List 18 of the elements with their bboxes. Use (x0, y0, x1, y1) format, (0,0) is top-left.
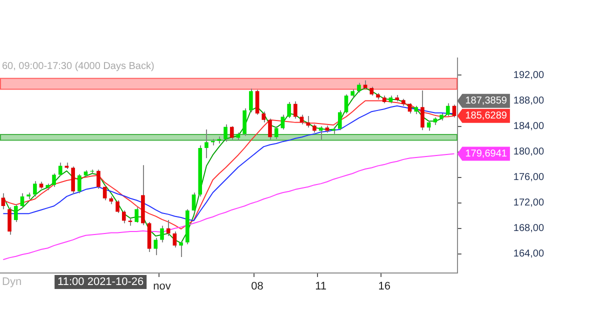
y-tick-label: 188,00 (513, 95, 544, 106)
x-tick-label: 08 (251, 280, 264, 293)
y-tick-label: 184,00 (513, 121, 544, 132)
x-tick-label: 16 (378, 280, 390, 293)
y-tick-label: 172,00 (513, 198, 544, 209)
y-tick-label: 168,00 (513, 223, 544, 234)
y-tick-label: 164,00 (513, 248, 544, 260)
y-tick-label: 180,00 (513, 146, 544, 158)
chart-title: 60, 09:00-17:30 (4000 Days Back) (2, 60, 154, 72)
x-tick-label: nov (153, 280, 172, 293)
y-tick-label: 176,00 (513, 172, 544, 184)
text: 11:00 2021-10-26 (58, 276, 144, 288)
text: 187,3859 (465, 96, 508, 107)
y-tick-label: 192,00 (513, 70, 544, 81)
x-tick-label: 11 (315, 280, 327, 293)
text: Dyn (2, 276, 22, 288)
data-label: 179,6941 (465, 148, 508, 160)
data-label: 185,6289 (465, 110, 508, 122)
